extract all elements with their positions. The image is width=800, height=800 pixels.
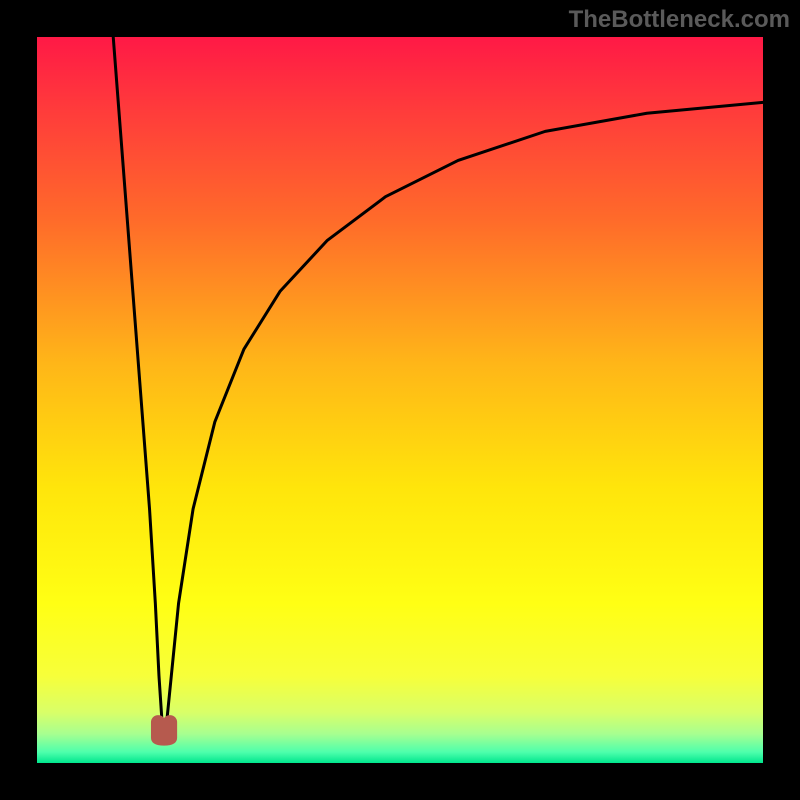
valley-marker	[151, 715, 177, 746]
chart-background	[37, 37, 763, 763]
watermark-text: TheBottleneck.com	[569, 6, 790, 34]
chart-container: TheBottleneck.com	[0, 0, 800, 800]
bottleneck-chart	[0, 0, 800, 800]
